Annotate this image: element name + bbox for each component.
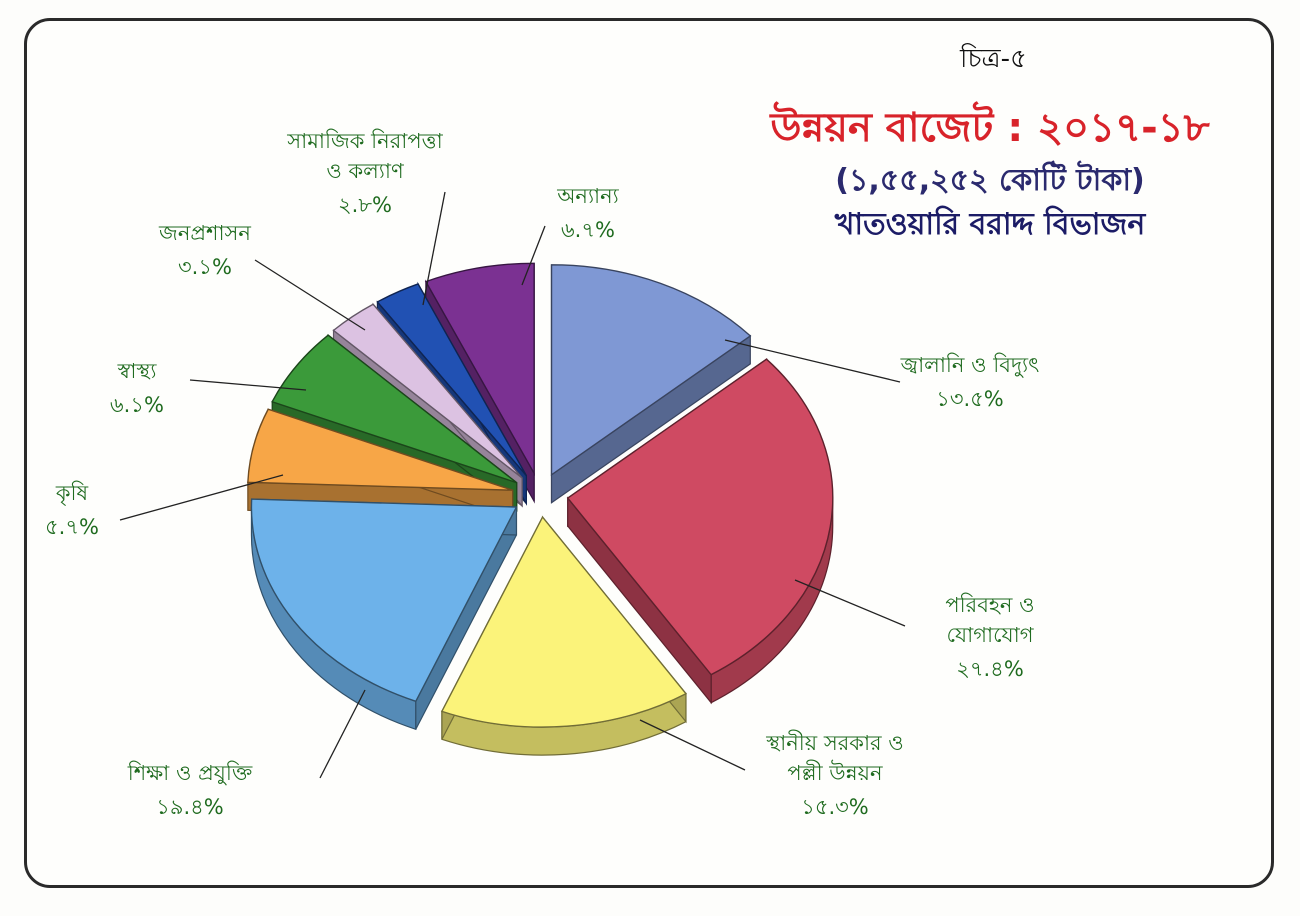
slice-label-text: পল্লী উন্নয়ন bbox=[787, 760, 883, 785]
leader-line bbox=[189, 379, 307, 391]
pie-slice-2 bbox=[440, 515, 688, 756]
slice-label-text: স্থানীয় সরকার ও bbox=[765, 730, 903, 755]
slice-label-text: যোগাযোগ bbox=[947, 623, 1035, 647]
slice-label-text: সামাজিক নিরাপত্তা bbox=[286, 129, 443, 153]
slice-value-label: ১৫.৩% bbox=[801, 795, 869, 819]
slice-value-label: ১৯.৪% bbox=[156, 795, 224, 819]
slice-label-text: ও কল্যাণ bbox=[326, 159, 404, 183]
leader-line bbox=[724, 339, 901, 383]
figure-number: চিত্র-৫ bbox=[960, 44, 1027, 74]
chart-subtitle: (১,৫৫,২৫২ কোটি টাকা) bbox=[835, 163, 1145, 198]
pie-slice-1 bbox=[566, 358, 834, 705]
slice-label-2: স্থানীয় সরকার ও পল্লী উন্নয়ন ১৫.৩% bbox=[639, 719, 904, 819]
slice-label-3: শিক্ষা ও প্রযুক্তি ১৯.৪% bbox=[127, 689, 366, 819]
slice-value-label: ২৭.৪% bbox=[956, 657, 1024, 681]
slice-label-5: স্বাস্থ্য ৬.১% bbox=[110, 359, 307, 417]
slice-value-label: ৬.১% bbox=[110, 393, 164, 417]
slice-label-7: সামাজিক নিরাপত্তা ও কল্যাণ ২.৮% bbox=[286, 129, 446, 306]
slice-label-0: জ্বালানি ও বিদ্যুৎ ১৩.৫% bbox=[724, 339, 1040, 411]
slice-value-label: ২.৮% bbox=[338, 193, 392, 217]
leader-line bbox=[794, 579, 906, 627]
slice-label-text: শিক্ষা ও প্রযুক্তি bbox=[127, 761, 253, 785]
leader-line bbox=[319, 689, 366, 779]
slice-label-text: জ্বালানি ও বিদ্যুৎ bbox=[900, 353, 1040, 377]
leader-line bbox=[521, 225, 546, 286]
slice-label-text: অন্যান্য bbox=[556, 184, 619, 208]
pie-slice-3 bbox=[250, 498, 518, 731]
leader-line bbox=[422, 191, 446, 306]
slice-value-label: ৬.৭% bbox=[561, 218, 615, 242]
chart-caption: খাতওয়ারি বরাদ্দ বিভাজন bbox=[834, 207, 1146, 242]
slice-value-label: ৫.৭% bbox=[45, 515, 99, 539]
slice-value-label: ১৩.৫% bbox=[936, 387, 1004, 411]
slice-label-text: পরিবহন ও bbox=[945, 593, 1034, 617]
slice-label-text: জনপ্রশাসন bbox=[158, 221, 251, 245]
slice-label-8: অন্যান্য ৬.৭% bbox=[521, 184, 620, 286]
leader-line bbox=[254, 259, 366, 331]
slice-label-4: কৃষি ৫.৭% bbox=[45, 474, 284, 539]
slice-value-label: ৩.১% bbox=[178, 255, 232, 279]
pie-slice-0 bbox=[550, 264, 752, 504]
leader-line bbox=[119, 474, 284, 521]
leader-line bbox=[639, 719, 746, 771]
slice-label-6: জনপ্রশাসন ৩.১% bbox=[158, 221, 366, 331]
chart-title: উন্নয়ন বাজেট : ২০১৭-১৮ bbox=[770, 105, 1210, 151]
slice-label-text: কৃষি bbox=[55, 481, 89, 506]
slice-label-1: পরিবহন ও যোগাযোগ ২৭.৪% bbox=[794, 579, 1035, 681]
slice-label-text: স্বাস্থ্য bbox=[117, 359, 158, 383]
